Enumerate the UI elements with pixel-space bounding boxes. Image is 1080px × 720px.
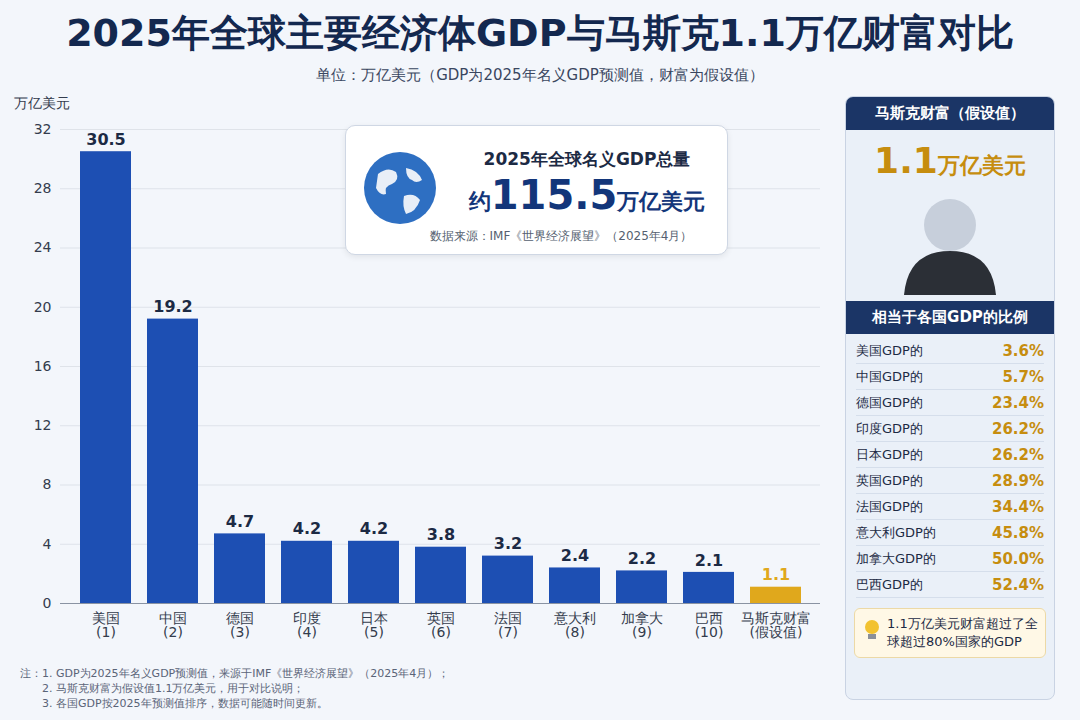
html-text:2. 马斯克财富为假设值1.1万亿美元，用于对比说明；: 2. 马斯克财富为假设值1.1万亿美元，用于对比说明； [42,682,305,695]
html-text:28.9%: 28.9% [992,471,1044,490]
html-text:注：1. GDP为2025年名义GDP预测值，来源于IMF《: 注：1. GDP为2025年名义GDP预测值，来源于IMF《世界经济展望》（20… [20,667,450,680]
html-text:日本GDP的: 日本GDP的 [856,446,923,462]
svg-text:美国(1): 美国(1) [92,610,120,640]
svg-text:20: 20 [34,299,52,315]
svg-text:0: 0 [43,595,52,611]
svg-text:3.2: 3.2 [494,534,522,553]
html-text:美国GDP的: 美国GDP的 [856,342,923,358]
svg-text:19.2: 19.2 [153,297,192,316]
svg-text:法国(7): 法国(7) [494,610,522,640]
svg-text:德国(3): 德国(3) [226,610,254,640]
html-text:50.0%: 50.0% [992,549,1044,568]
svg-text:马斯克财富(假设值): 马斯克财富(假设值) [741,610,811,640]
html-text:1.1万亿美元财富超过了全球超过80%国家的GDP: 1.1万亿美元财富超过了全球超过80%国家的GDP [887,616,1038,649]
html-text:23.4%: 23.4% [992,393,1044,412]
svg-text:1.1: 1.1 [762,565,790,584]
html-text:印度GDP的: 印度GDP的 [856,420,923,436]
html-text:德国GDP的: 德国GDP的 [856,394,923,410]
svg-text:28: 28 [34,180,52,196]
svg-text:16: 16 [34,358,52,374]
html-text:34.4%: 34.4% [992,497,1044,516]
svg-text:12: 12 [34,417,52,433]
html-text:巴西GDP的: 巴西GDP的 [856,576,923,592]
svg-text:32: 32 [34,121,52,137]
html-text:约115.5万亿美元: 约115.5万亿美元 [468,172,706,218]
html-text:马斯克财富（假设值）: 马斯克财富（假设值） [875,104,1025,122]
html-text:3. 各国GDP按2025年预测值排序，数据可能随时间更新。: 3. 各国GDP按2025年预测值排序，数据可能随时间更新。 [42,697,328,710]
svg-text:4: 4 [43,536,52,552]
html-text:加拿大GDP的: 加拿大GDP的 [856,550,936,566]
svg-text:4.7: 4.7 [226,512,254,531]
html-text:法国GDP的: 法国GDP的 [856,498,923,514]
svg-text:3.8: 3.8 [427,525,455,544]
html-text:数据来源：IMF《世界经济展望》（2025年4月）: 数据来源：IMF《世界经济展望》（2025年4月） [429,229,693,243]
svg-text:2.1: 2.1 [695,551,723,570]
svg-text:巴西(10): 巴西(10) [695,610,724,640]
html-text:52.4%: 52.4% [992,575,1044,594]
html-text:相当于各国GDP的比例: 相当于各国GDP的比例 [872,308,1028,326]
html-text:意大利GDP的: 意大利GDP的 [856,524,936,540]
html-text:26.2%: 26.2% [992,419,1044,438]
svg-text:加拿大(9): 加拿大(9) [621,610,663,640]
svg-text:2.2: 2.2 [628,549,656,568]
svg-text:4.2: 4.2 [293,519,321,538]
html-text:26.2%: 26.2% [992,445,1044,464]
svg-text:24: 24 [34,239,52,255]
svg-text:日本(5): 日本(5) [360,610,388,640]
html-text:英国GDP的: 英国GDP的 [856,472,923,488]
html-text:2025年全球主要经济体GDP与马斯克1.1万亿财富对比: 2025年全球主要经济体GDP与马斯克1.1万亿财富对比 [66,11,1014,55]
svg-text:8: 8 [43,476,52,492]
html-text:中国GDP的: 中国GDP的 [856,368,923,384]
html-text:单位：万亿美元（GDP为2025年名义GDP预测值，财富为假: 单位：万亿美元（GDP为2025年名义GDP预测值，财富为假设值） [316,66,764,84]
svg-text:30.5: 30.5 [86,130,125,149]
html-text:1.1万亿美元: 1.1万亿美元 [874,140,1026,181]
svg-text:中国(2): 中国(2) [159,610,187,640]
svg-text:印度(4): 印度(4) [293,610,321,640]
svg-text:英国(6): 英国(6) [427,610,455,640]
html-text:2025年全球名义GDP总量: 2025年全球名义GDP总量 [483,149,691,169]
html-text:5.7%: 5.7% [1002,367,1044,386]
svg-text:意大利(8): 意大利(8) [553,610,596,640]
html-text:3.6%: 3.6% [1002,341,1044,360]
svg-text:2.4: 2.4 [561,546,589,565]
svg-text:4.2: 4.2 [360,519,388,538]
svg-text:万亿美元: 万亿美元 [14,95,70,111]
html-text:45.8%: 45.8% [992,523,1044,542]
